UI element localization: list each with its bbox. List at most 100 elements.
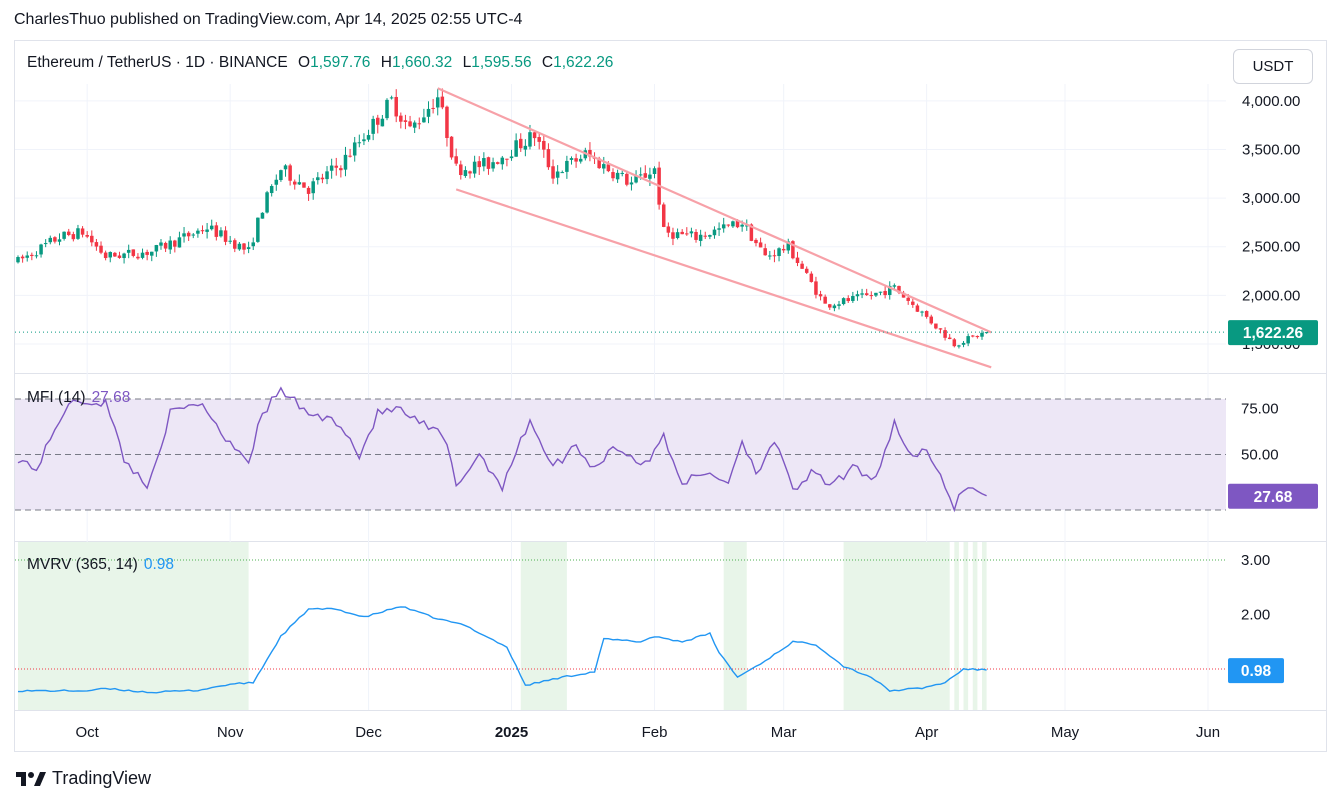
time-tick-label: Feb xyxy=(642,724,668,741)
candle-body xyxy=(196,230,200,234)
candle-body xyxy=(832,305,837,309)
candle-body xyxy=(426,108,431,117)
candle-body xyxy=(648,174,652,179)
candle-body xyxy=(140,252,145,258)
candle-body xyxy=(311,181,315,194)
candle-body xyxy=(906,297,910,301)
candle-body xyxy=(984,332,989,334)
mfi-value-badge xyxy=(1228,483,1318,509)
candle-body xyxy=(150,251,154,256)
time-tick-label: Jun xyxy=(1196,724,1220,741)
candle-body xyxy=(246,247,251,250)
candle-body xyxy=(800,263,804,269)
mfi-tick-label: 75.00 xyxy=(1241,400,1279,417)
candle-body xyxy=(168,240,172,250)
mvrv-tick-label: 2.00 xyxy=(1241,607,1270,624)
mvrv-legend: MVRV (365, 14) 0.98 xyxy=(27,556,174,574)
candle-body xyxy=(288,165,292,181)
mvrv-line xyxy=(18,606,987,694)
candle-body xyxy=(334,165,339,168)
candle-body xyxy=(39,244,43,255)
currency-button[interactable]: USDT xyxy=(1233,49,1313,84)
candle-body xyxy=(703,235,708,237)
symbol-legend: Ethereum / TetherUS · 1D · BINANCE O1,59… xyxy=(27,54,613,72)
candle-body xyxy=(883,291,887,296)
candle-body xyxy=(924,311,929,317)
candle-body xyxy=(509,156,514,159)
candle-body xyxy=(306,187,311,194)
candle-body xyxy=(804,268,809,273)
high-value: 1,660.32 xyxy=(391,54,453,71)
candle-body xyxy=(523,145,528,150)
candle-body xyxy=(329,165,334,171)
close-label: C xyxy=(541,54,554,71)
candle-body xyxy=(472,161,477,174)
candle-body xyxy=(546,149,551,168)
time-tick-label: May xyxy=(1051,724,1080,741)
candle-body xyxy=(435,97,440,108)
candle-body xyxy=(971,335,975,337)
candle-body xyxy=(445,106,449,139)
time-tick-label: 2025 xyxy=(495,724,528,741)
candle-body xyxy=(131,249,136,256)
publisher-header: CharlesThuo published on TradingView.com… xyxy=(14,11,523,28)
candle-body xyxy=(675,232,680,239)
candle-body xyxy=(795,257,800,264)
time-tick-label: Apr xyxy=(915,724,938,741)
candle-body xyxy=(320,177,325,180)
candle-body xyxy=(80,228,85,235)
candle-body xyxy=(975,335,980,338)
candle-body xyxy=(422,117,426,123)
footer-brand[interactable]: TradingView xyxy=(16,768,151,789)
mfi-legend: MFI (14) 27.68 xyxy=(27,389,130,407)
candle-body xyxy=(343,154,348,170)
candle-body xyxy=(528,132,532,147)
candle-body xyxy=(223,230,228,242)
mfi-tick-label: 50.00 xyxy=(1241,447,1279,464)
time-tick-label: Dec xyxy=(355,724,382,741)
candle-body xyxy=(283,165,288,170)
candle-body xyxy=(740,224,744,227)
candle-body xyxy=(569,158,574,160)
candle-body xyxy=(495,162,500,164)
candle-body xyxy=(209,225,214,230)
candle-body xyxy=(578,158,583,162)
price-tick-label: 4,000.00 xyxy=(1242,93,1300,110)
candle-body xyxy=(136,256,140,259)
candle-body xyxy=(837,304,841,306)
candle-body xyxy=(57,239,62,242)
candle-body xyxy=(357,142,362,144)
candle-body xyxy=(16,257,20,263)
candle-body xyxy=(731,221,735,227)
candle-body xyxy=(911,301,915,305)
candle-body xyxy=(680,231,684,235)
time-tick-label: Oct xyxy=(76,724,100,741)
candle-body xyxy=(542,140,546,150)
candle-body xyxy=(325,171,329,180)
candle-body xyxy=(348,155,352,157)
candle-body xyxy=(256,217,260,242)
candle-body xyxy=(671,232,675,239)
candle-body xyxy=(385,99,389,119)
candle-body xyxy=(915,305,920,312)
candle-body xyxy=(717,228,721,230)
candle-body xyxy=(708,235,712,237)
candle-body xyxy=(399,115,403,122)
candle-body xyxy=(30,254,34,256)
candle-body xyxy=(186,232,191,237)
time-tick-label: Nov xyxy=(217,724,244,741)
candle-body xyxy=(629,182,634,185)
mvrv-value: 0.98 xyxy=(143,556,175,573)
candle-body xyxy=(901,292,906,298)
candle-body xyxy=(597,158,601,169)
candle-body xyxy=(260,212,265,219)
close-value: 1,622.26 xyxy=(553,54,614,71)
candle-body xyxy=(408,121,412,127)
mvrv-zone xyxy=(520,542,567,710)
candle-body xyxy=(316,177,320,181)
candle-body xyxy=(269,186,274,194)
candle-body xyxy=(371,118,375,134)
low-label: L xyxy=(462,54,472,71)
candle-body xyxy=(20,256,25,259)
